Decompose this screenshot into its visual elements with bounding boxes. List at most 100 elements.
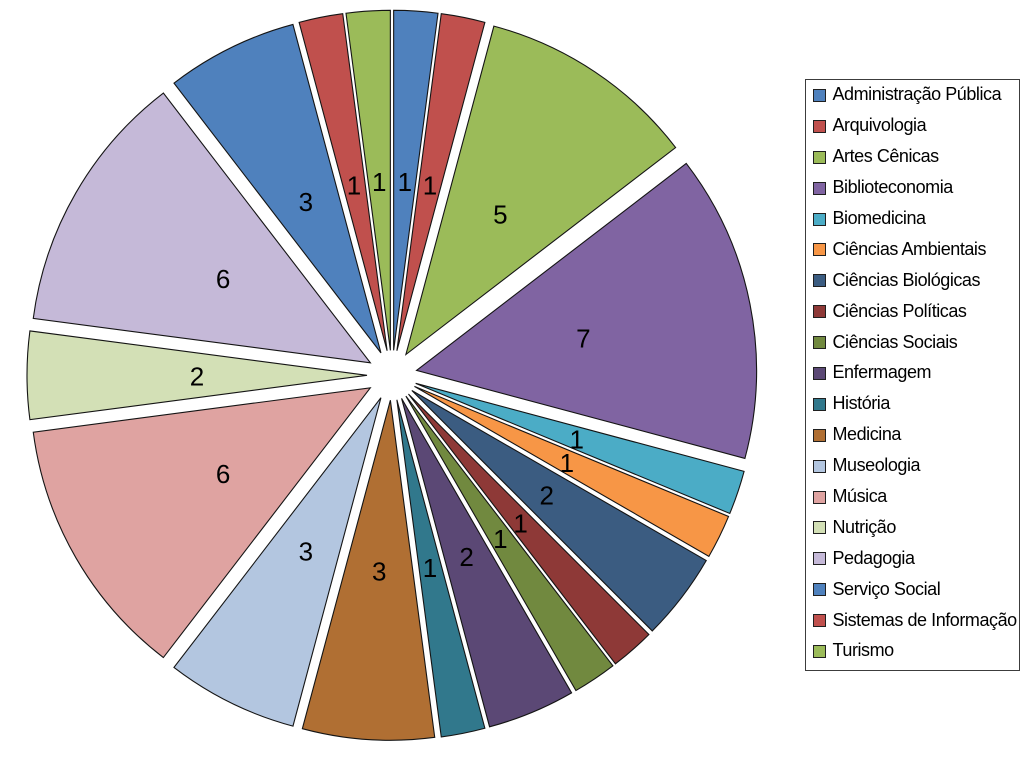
pie-slice-13[interactable] bbox=[173, 397, 382, 727]
legend-item[interactable]: Medicina bbox=[806, 420, 1019, 451]
pie-slice-6[interactable] bbox=[414, 385, 730, 558]
legend-item[interactable]: Biomedicina bbox=[806, 204, 1019, 235]
pie-slice-16[interactable] bbox=[32, 92, 372, 364]
legend-key-swatch bbox=[812, 521, 826, 535]
pie-slice-9[interactable] bbox=[405, 395, 614, 692]
pie-slice-4[interactable] bbox=[415, 162, 758, 460]
legend-item-label: Ciências Ambientais bbox=[832, 238, 987, 259]
pie-slices-group bbox=[26, 9, 758, 741]
pie-slice-11[interactable] bbox=[396, 399, 486, 738]
slice-value-label: 2 bbox=[539, 480, 553, 510]
legend-item-label: Pedagogia bbox=[832, 547, 915, 568]
legend-item-label: Medicina bbox=[832, 424, 902, 445]
pie-slice-17[interactable] bbox=[173, 23, 382, 354]
legend-item[interactable]: Serviço Social bbox=[806, 574, 1019, 605]
slice-value-label: 1 bbox=[513, 508, 527, 538]
slice-value-label: 6 bbox=[216, 264, 230, 294]
legend-item-label: Biblioteconomia bbox=[832, 177, 954, 198]
slice-value-label: 7 bbox=[576, 324, 590, 354]
legend-key-swatch bbox=[812, 397, 826, 411]
legend-key-swatch bbox=[812, 88, 826, 102]
legend-item-label: Artes Cênicas bbox=[832, 146, 940, 167]
legend-item-label: Nutrição bbox=[832, 516, 897, 537]
legend-key-swatch bbox=[812, 428, 826, 442]
legend-item-label: Ciências Biológicas bbox=[832, 269, 981, 290]
legend-key-swatch bbox=[812, 119, 826, 133]
legend-key-swatch bbox=[812, 243, 826, 257]
legend-item[interactable]: Nutrição bbox=[806, 512, 1019, 543]
legend-item[interactable]: História bbox=[806, 389, 1019, 420]
legend-item-label: Biomedicina bbox=[832, 208, 927, 228]
legend-item-label: História bbox=[832, 393, 891, 414]
pie-slice-3[interactable] bbox=[404, 25, 677, 356]
slice-value-label: 2 bbox=[190, 362, 204, 392]
legend-key-swatch bbox=[812, 150, 826, 164]
pie-slice-10[interactable] bbox=[401, 398, 573, 728]
legend-key-swatch bbox=[812, 305, 826, 319]
slice-value-label: 1 bbox=[398, 167, 412, 197]
slice-value-label: 6 bbox=[216, 459, 230, 489]
slice-value-label: 1 bbox=[372, 167, 386, 197]
legend-key-swatch bbox=[812, 212, 826, 226]
slice-value-label: 1 bbox=[493, 524, 507, 554]
legend-item-label: Administração Pública bbox=[832, 84, 1002, 105]
legend-item[interactable]: Enfermagem bbox=[806, 358, 1019, 389]
pie-slice-8[interactable] bbox=[408, 393, 650, 665]
legend-item[interactable]: Biblioteconomia bbox=[806, 173, 1019, 204]
legend-key-swatch bbox=[812, 459, 826, 473]
legend-item[interactable]: Turismo bbox=[806, 636, 1019, 667]
legend-item-label: Arquivologia bbox=[832, 115, 927, 136]
legend-key-swatch bbox=[812, 614, 826, 628]
pie-slice-19[interactable] bbox=[345, 9, 391, 351]
legend-key-swatch bbox=[812, 490, 826, 504]
legend-key-swatch bbox=[812, 583, 826, 597]
slice-value-label: 2 bbox=[459, 542, 473, 572]
slice-value-label: 1 bbox=[347, 170, 361, 200]
legend-key-swatch bbox=[812, 366, 826, 380]
slice-value-label: 1 bbox=[423, 553, 437, 583]
legend-item-label: Ciências Políticas bbox=[832, 300, 967, 321]
pie-slice-5[interactable] bbox=[415, 382, 745, 515]
legend-item-label: Serviço Social bbox=[832, 578, 941, 599]
legend-key-swatch bbox=[812, 552, 826, 566]
legend-key-swatch bbox=[812, 336, 826, 350]
slice-value-label: 3 bbox=[299, 187, 313, 217]
slice-value-label: 3 bbox=[299, 537, 313, 567]
legend-item-label: Enfermagem bbox=[832, 362, 932, 383]
pie-slice-1[interactable] bbox=[393, 9, 439, 351]
legend-item[interactable]: Arquivologia bbox=[806, 111, 1019, 142]
slice-value-label: 3 bbox=[372, 556, 386, 586]
pie-slice-2[interactable] bbox=[396, 13, 486, 351]
legend-item[interactable]: Pedagogia bbox=[806, 543, 1019, 574]
legend-item[interactable]: Artes Cênicas bbox=[806, 142, 1019, 173]
legend-item-label: Museologia bbox=[832, 455, 921, 476]
legend-item[interactable]: Museologia bbox=[806, 451, 1019, 482]
pie-slice-12[interactable] bbox=[301, 400, 436, 741]
legend-key-swatch bbox=[812, 181, 826, 195]
legend-key-swatch bbox=[812, 274, 826, 288]
pie-slice-15[interactable] bbox=[26, 330, 368, 421]
legend-item-label: Sistemas de Informação bbox=[832, 609, 1018, 630]
legend-item-label: Ciências Sociais bbox=[832, 331, 958, 352]
slice-value-label: 1 bbox=[560, 448, 574, 478]
legend-key-swatch bbox=[812, 644, 826, 658]
legend-item-label: Música bbox=[832, 486, 888, 507]
legend-item[interactable]: Música bbox=[806, 482, 1019, 513]
legend-item[interactable]: Ciências Ambientais bbox=[806, 234, 1019, 265]
slice-value-label: 1 bbox=[569, 424, 583, 454]
legend-item[interactable]: Sistemas de Informação bbox=[806, 605, 1019, 636]
pie-slice-18[interactable] bbox=[298, 13, 388, 351]
legend-item[interactable]: Ciências Políticas bbox=[806, 296, 1019, 327]
pie-slice-14[interactable] bbox=[32, 387, 372, 659]
legend-item-label: Turismo bbox=[832, 640, 895, 661]
legend-box: Administração Pública Arquivologia Artes C… bbox=[805, 79, 1020, 671]
slice-value-label: 5 bbox=[493, 200, 507, 230]
slice-value-label: 1 bbox=[423, 170, 437, 200]
legend-item[interactable]: Ciências Biológicas bbox=[806, 265, 1019, 296]
pie-slice-7[interactable] bbox=[411, 390, 708, 632]
legend-item[interactable]: Ciências Sociais bbox=[806, 327, 1019, 358]
legend-item[interactable]: Administração Pública bbox=[806, 80, 1019, 111]
